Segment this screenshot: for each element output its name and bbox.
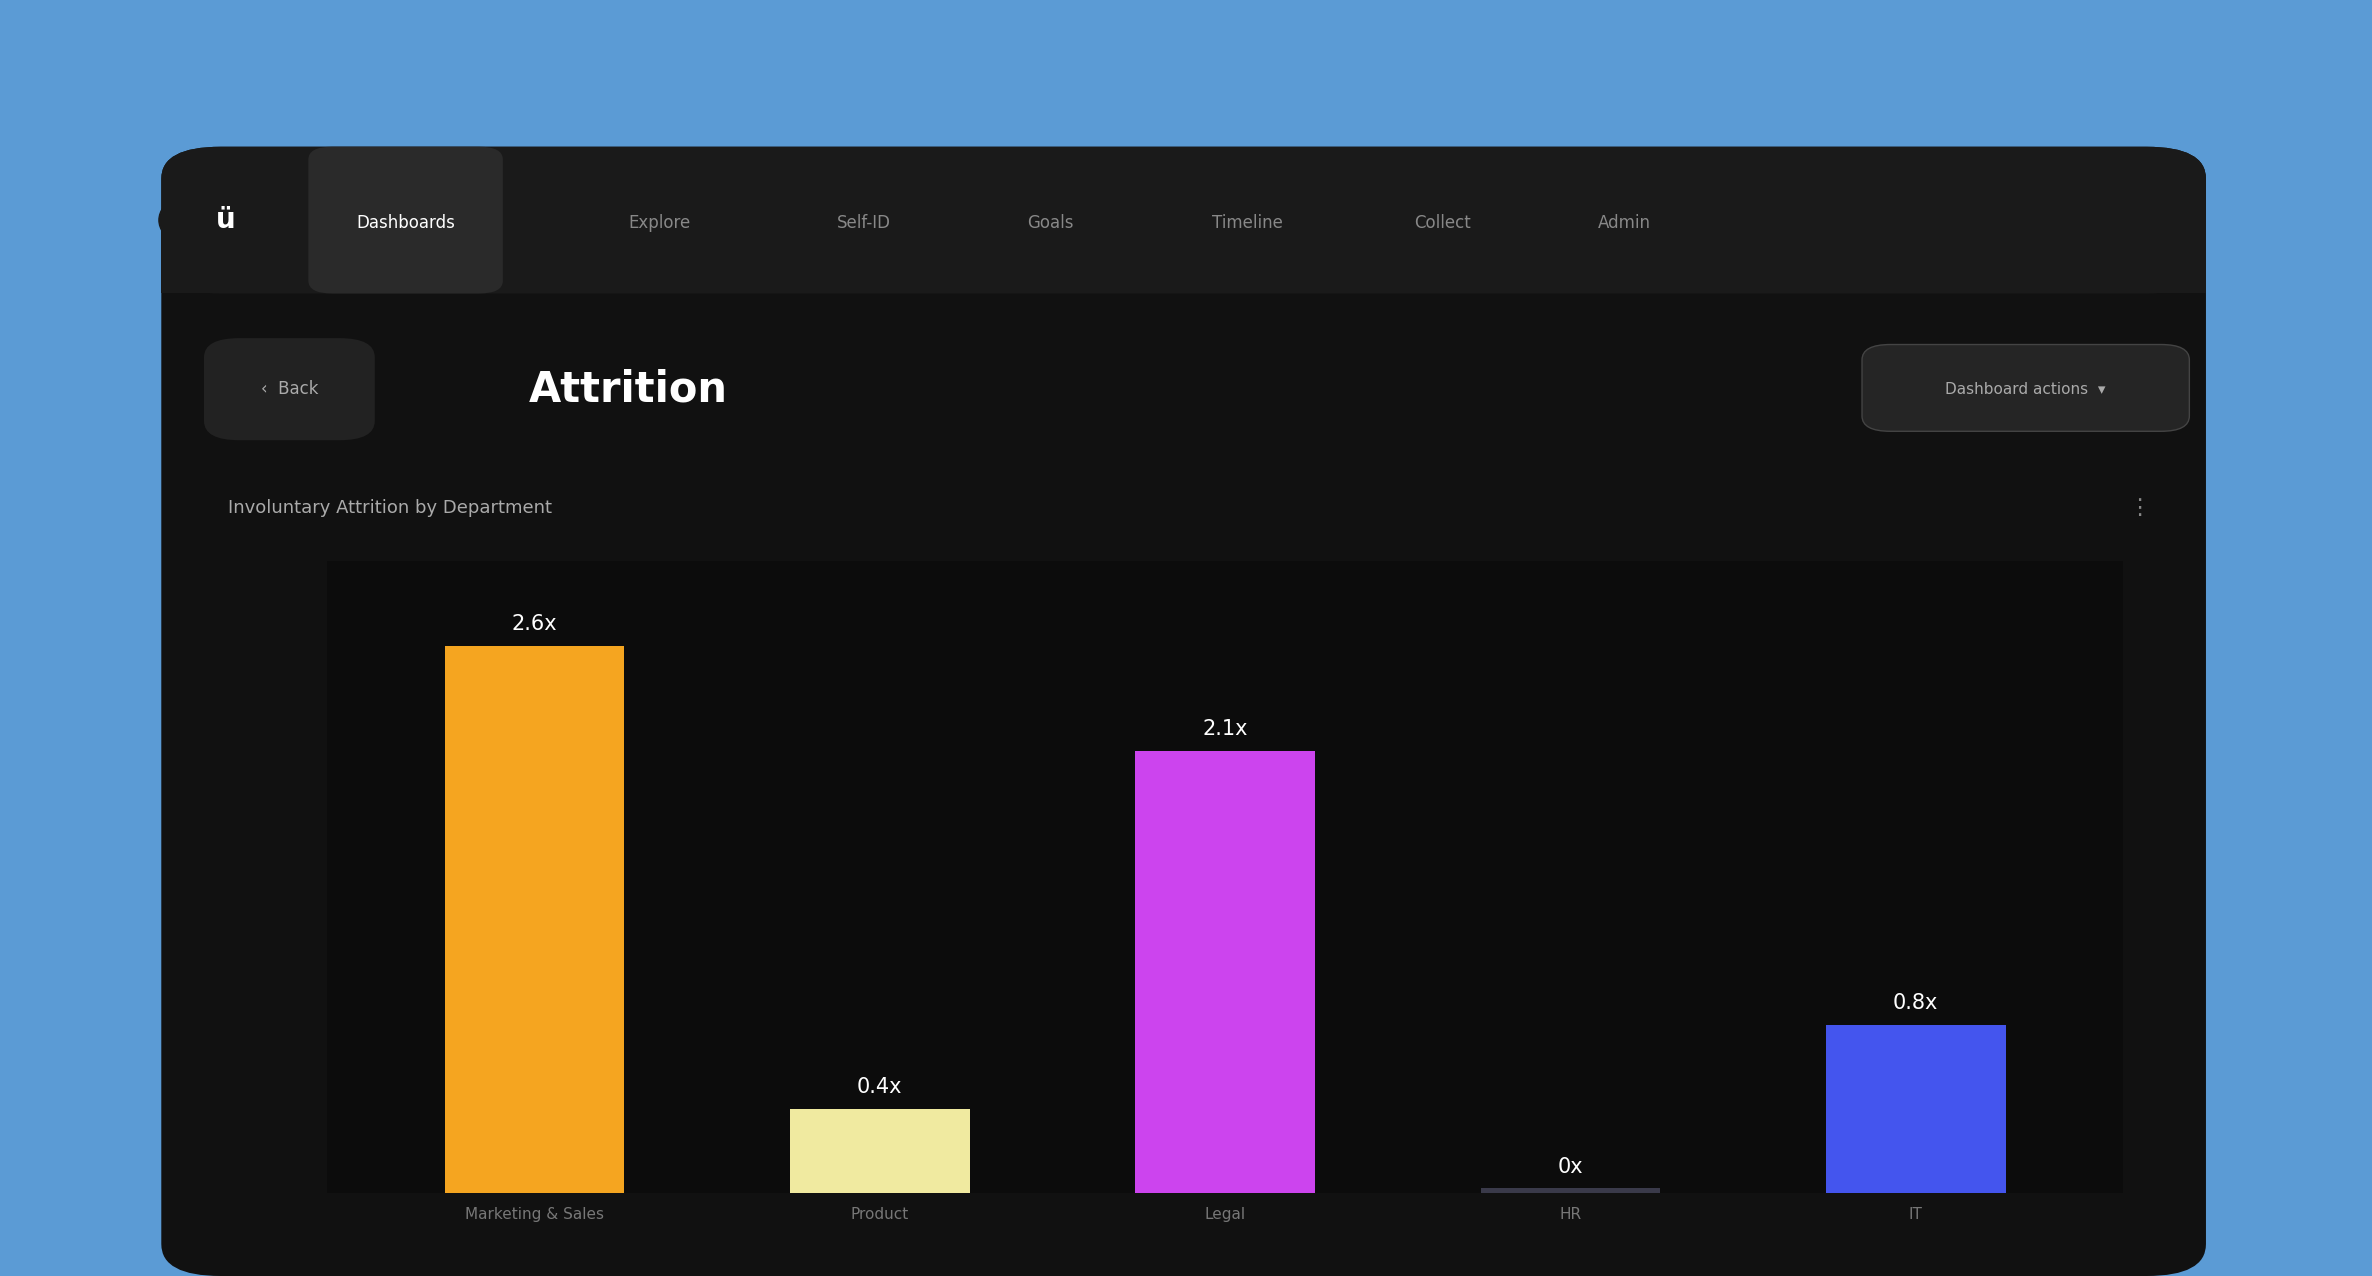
Bar <box>790 1109 970 1193</box>
FancyBboxPatch shape <box>308 147 503 293</box>
Text: 0.8x: 0.8x <box>1893 993 1938 1013</box>
Text: 2.1x: 2.1x <box>1203 720 1248 739</box>
FancyBboxPatch shape <box>204 338 375 440</box>
Text: ‹  Back: ‹ Back <box>261 380 318 398</box>
Text: ⋮: ⋮ <box>2128 498 2151 518</box>
Text: Attrition: Attrition <box>529 369 728 410</box>
Text: Explore: Explore <box>629 214 690 232</box>
Text: 0.4x: 0.4x <box>856 1077 904 1097</box>
Text: Self-ID: Self-ID <box>837 214 890 232</box>
Bar <box>1480 1188 1660 1193</box>
Text: Goals: Goals <box>1027 214 1075 232</box>
Text: Dashboard actions  ▾: Dashboard actions ▾ <box>1945 382 2106 397</box>
Text: Involuntary Attrition by Department: Involuntary Attrition by Department <box>228 499 553 517</box>
FancyBboxPatch shape <box>161 147 2206 293</box>
Text: 2.6x: 2.6x <box>512 614 557 634</box>
Bar <box>161 221 2206 293</box>
Bar <box>185 466 2182 1270</box>
Text: Admin: Admin <box>1599 214 1651 232</box>
FancyBboxPatch shape <box>1862 345 2189 431</box>
Text: Timeline: Timeline <box>1212 214 1283 232</box>
FancyBboxPatch shape <box>161 147 2206 1276</box>
Text: Collect: Collect <box>1414 214 1471 232</box>
Circle shape <box>159 184 292 255</box>
Bar <box>1136 750 1314 1193</box>
Bar <box>444 646 624 1193</box>
Text: Dashboards: Dashboards <box>356 214 455 232</box>
Text: 0x: 0x <box>1558 1157 1582 1176</box>
Bar <box>1826 1025 2007 1193</box>
Text: ü: ü <box>216 207 235 234</box>
